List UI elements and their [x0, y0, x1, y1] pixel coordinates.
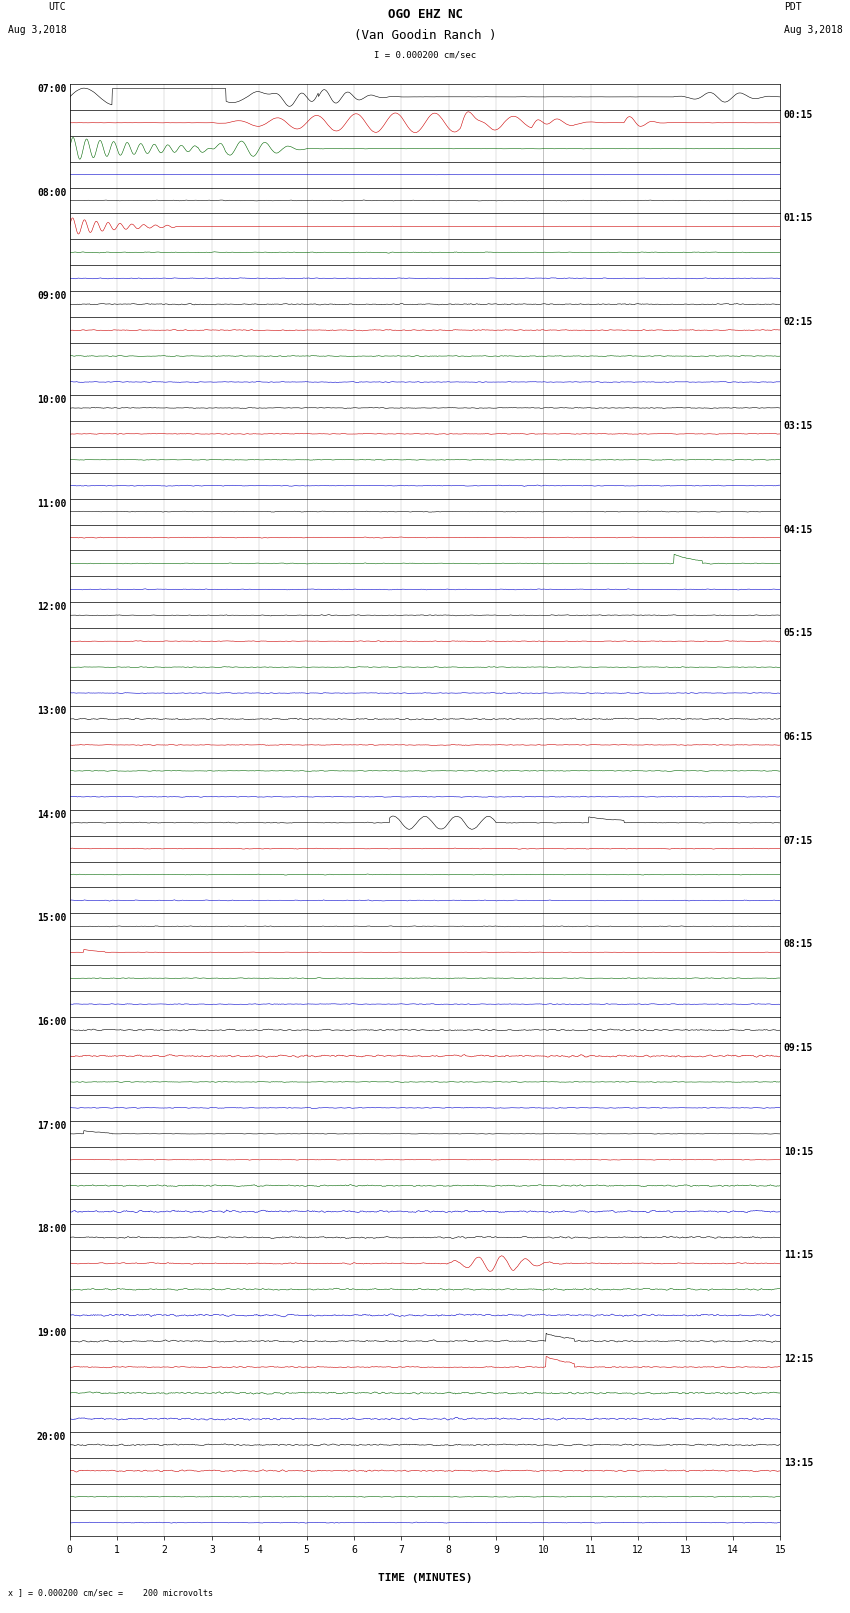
Text: 09:00: 09:00 [37, 292, 66, 302]
Text: 20:00: 20:00 [37, 1432, 66, 1442]
Text: 08:15: 08:15 [784, 939, 813, 950]
Text: 01:15: 01:15 [784, 213, 813, 224]
Text: 07:00: 07:00 [37, 84, 66, 94]
Text: PDT: PDT [784, 2, 802, 11]
Text: 05:15: 05:15 [784, 627, 813, 639]
Text: 15:00: 15:00 [37, 913, 66, 923]
Text: 11:00: 11:00 [37, 498, 66, 508]
Text: OGO EHZ NC: OGO EHZ NC [388, 8, 462, 21]
Text: 08:00: 08:00 [37, 187, 66, 197]
Text: 02:15: 02:15 [784, 318, 813, 327]
Text: 03:15: 03:15 [784, 421, 813, 431]
Text: 04:15: 04:15 [784, 524, 813, 534]
Text: TIME (MINUTES): TIME (MINUTES) [377, 1573, 473, 1582]
Text: Aug 3,2018: Aug 3,2018 [8, 24, 66, 34]
Text: 11:15: 11:15 [784, 1250, 813, 1260]
Text: 12:15: 12:15 [784, 1353, 813, 1365]
Text: 10:00: 10:00 [37, 395, 66, 405]
Text: 16:00: 16:00 [37, 1018, 66, 1027]
Text: 12:00: 12:00 [37, 602, 66, 613]
Text: 13:15: 13:15 [784, 1458, 813, 1468]
Text: 18:00: 18:00 [37, 1224, 66, 1234]
Text: 14:00: 14:00 [37, 810, 66, 819]
Text: 06:15: 06:15 [784, 732, 813, 742]
Text: 09:15: 09:15 [784, 1044, 813, 1053]
Text: Aug 3,2018: Aug 3,2018 [784, 24, 842, 34]
Text: (Van Goodin Ranch ): (Van Goodin Ranch ) [354, 29, 496, 42]
Text: 13:00: 13:00 [37, 706, 66, 716]
Text: 10:15: 10:15 [784, 1147, 813, 1157]
Text: 00:15: 00:15 [784, 110, 813, 119]
Text: UTC: UTC [48, 2, 66, 11]
Text: x ] = 0.000200 cm/sec =    200 microvolts: x ] = 0.000200 cm/sec = 200 microvolts [8, 1587, 213, 1597]
Text: I = 0.000200 cm/sec: I = 0.000200 cm/sec [374, 50, 476, 60]
Text: 19:00: 19:00 [37, 1327, 66, 1339]
Text: 17:00: 17:00 [37, 1121, 66, 1131]
Text: 07:15: 07:15 [784, 836, 813, 845]
